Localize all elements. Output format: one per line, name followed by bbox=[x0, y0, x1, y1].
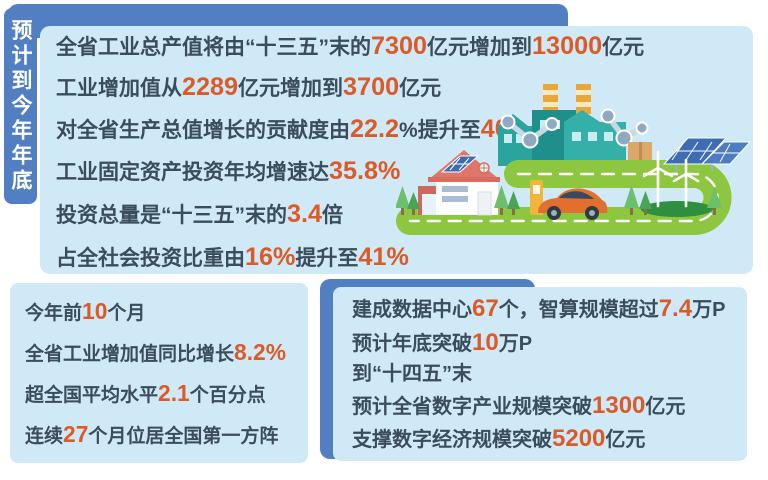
stat-number: 41% bbox=[358, 243, 409, 271]
stat-line: 占全社会投资比重由16%提升至41% bbox=[56, 243, 409, 272]
stat-number: 35.8% bbox=[329, 157, 401, 185]
stat-text: 预计年底突破 bbox=[352, 332, 472, 355]
stat-number: 10 bbox=[472, 328, 499, 356]
stat-text: 亿元增加到 bbox=[427, 36, 533, 59]
stat-line: 投资总量是“十三五”末的3.4倍 bbox=[56, 200, 343, 229]
wind-turbine-icon bbox=[642, 150, 700, 208]
stat-text: 支撑数字经济规模突破 bbox=[352, 429, 552, 452]
stat-text: 预计全省数字产业规模突破 bbox=[352, 395, 592, 418]
stat-number: 1300 bbox=[592, 391, 646, 419]
stat-text: 工业固定资产投资年均增速达 bbox=[56, 161, 329, 184]
stat-line: 预计年底突破10万P bbox=[352, 329, 743, 357]
stat-line: 全省工业增加值同比增长8.2% bbox=[25, 339, 302, 366]
stat-number: 2289 bbox=[182, 73, 239, 101]
stat-text: 亿元 bbox=[399, 77, 442, 100]
top-stats-panel: 全省工业总产值将由“十三五”末的7300亿元增加到13000亿元 工业增加值从2… bbox=[40, 26, 753, 274]
ev-car-icon bbox=[538, 188, 608, 220]
stat-number: 2.1 bbox=[158, 380, 190, 407]
stat-number: 7300 bbox=[371, 32, 428, 60]
stat-text: 亿元 bbox=[602, 36, 645, 59]
stat-line: 预计全省数字产业规模突破1300亿元 bbox=[352, 392, 743, 420]
stat-text: 到“十四五”末 bbox=[352, 362, 472, 385]
stat-text: 万P bbox=[692, 299, 726, 322]
stat-number: 3700 bbox=[343, 73, 400, 101]
stat-text: 连续 bbox=[25, 426, 64, 448]
stat-text: 投资总量是“十三五”末的 bbox=[56, 204, 287, 227]
stat-text: % bbox=[399, 119, 418, 142]
stat-text: 倍 bbox=[322, 204, 344, 227]
factory-icon bbox=[498, 84, 652, 166]
house-with-solar-roof-icon bbox=[418, 150, 500, 216]
stat-text: 提升至 bbox=[417, 119, 481, 142]
stat-number: 10 bbox=[82, 298, 108, 325]
robot-arm-joint bbox=[500, 108, 649, 149]
stat-number: 7.4 bbox=[658, 295, 693, 323]
stat-line: 连续27个月位居全国第一方阵 bbox=[25, 421, 302, 448]
stat-line: 工业增加值从2289亿元增加到3700亿元 bbox=[56, 73, 441, 102]
stat-number: 3.4 bbox=[287, 200, 323, 228]
stat-text: 超全国平均水平 bbox=[25, 385, 159, 407]
bottom-left-stats-panel: 今年前10个月 全省工业增加值同比增长8.2% 超全国平均水平2.1个百分点 连… bbox=[10, 283, 308, 463]
stat-line: 支撑数字经济规模突破5200亿元 bbox=[352, 425, 743, 453]
stat-line: 到“十四五”末 bbox=[352, 363, 743, 386]
stat-text: 建成数据中心 bbox=[352, 299, 472, 322]
cargo-box-icon bbox=[628, 142, 652, 164]
stat-text: 亿元 bbox=[645, 395, 686, 418]
stat-text: 提升至 bbox=[295, 247, 359, 270]
stat-text: 亿元 bbox=[605, 429, 646, 452]
stat-text: 全省工业总产值将由“十三五”末的 bbox=[56, 36, 371, 59]
solar-panel-icon bbox=[662, 137, 752, 172]
stat-line: 工业固定资产投资年均增速达35.8% bbox=[56, 157, 400, 186]
stat-line: 对全省生产总值增长的贡献度由22.2%提升至40% bbox=[56, 115, 527, 144]
stat-text: 工业增加值从 bbox=[56, 77, 182, 100]
stat-text: 对全省生产总值增长的贡献度由 bbox=[56, 119, 350, 142]
stat-text: 亿元增加到 bbox=[238, 77, 344, 100]
stat-number: 67 bbox=[472, 295, 499, 323]
stat-text: 全省工业增加值同比增长 bbox=[25, 344, 235, 366]
stat-number: 8.2% bbox=[234, 339, 286, 366]
industry-illustration bbox=[396, 84, 752, 235]
tree-icon bbox=[396, 185, 722, 215]
stat-number: 5200 bbox=[552, 425, 606, 453]
stat-text: 占全社会投资比重由 bbox=[56, 247, 245, 270]
stat-line: 超全国平均水平2.1个百分点 bbox=[25, 380, 302, 407]
stat-text: 个月 bbox=[107, 303, 146, 325]
stat-number: 27 bbox=[63, 421, 89, 448]
stat-line: 今年前10个月 bbox=[25, 298, 302, 325]
stat-number: 16% bbox=[245, 243, 296, 271]
stat-text: 个月位居全国第一方阵 bbox=[88, 426, 279, 448]
stat-line: 建成数据中心67个，智算规模超过7.4万P bbox=[352, 295, 743, 323]
stat-text: 今年前 bbox=[25, 303, 83, 325]
bottom-right-stats-panel: 建成数据中心67个，智算规模超过7.4万P 预计年底突破10万P 到“十四五”末… bbox=[333, 287, 747, 461]
stat-text: 万P bbox=[498, 332, 533, 355]
stat-number: 13000 bbox=[532, 32, 603, 60]
banner-text: 预计到今年年底 bbox=[9, 18, 32, 194]
stat-text: 个百分点 bbox=[189, 385, 266, 407]
stat-text: 个，智算规模超过 bbox=[498, 299, 659, 322]
left-vertical-banner: 预计到今年年底 bbox=[4, 8, 37, 204]
stat-line: 全省工业总产值将由“十三五”末的7300亿元增加到13000亿元 bbox=[56, 32, 644, 61]
stat-number: 22.2 bbox=[350, 115, 400, 143]
